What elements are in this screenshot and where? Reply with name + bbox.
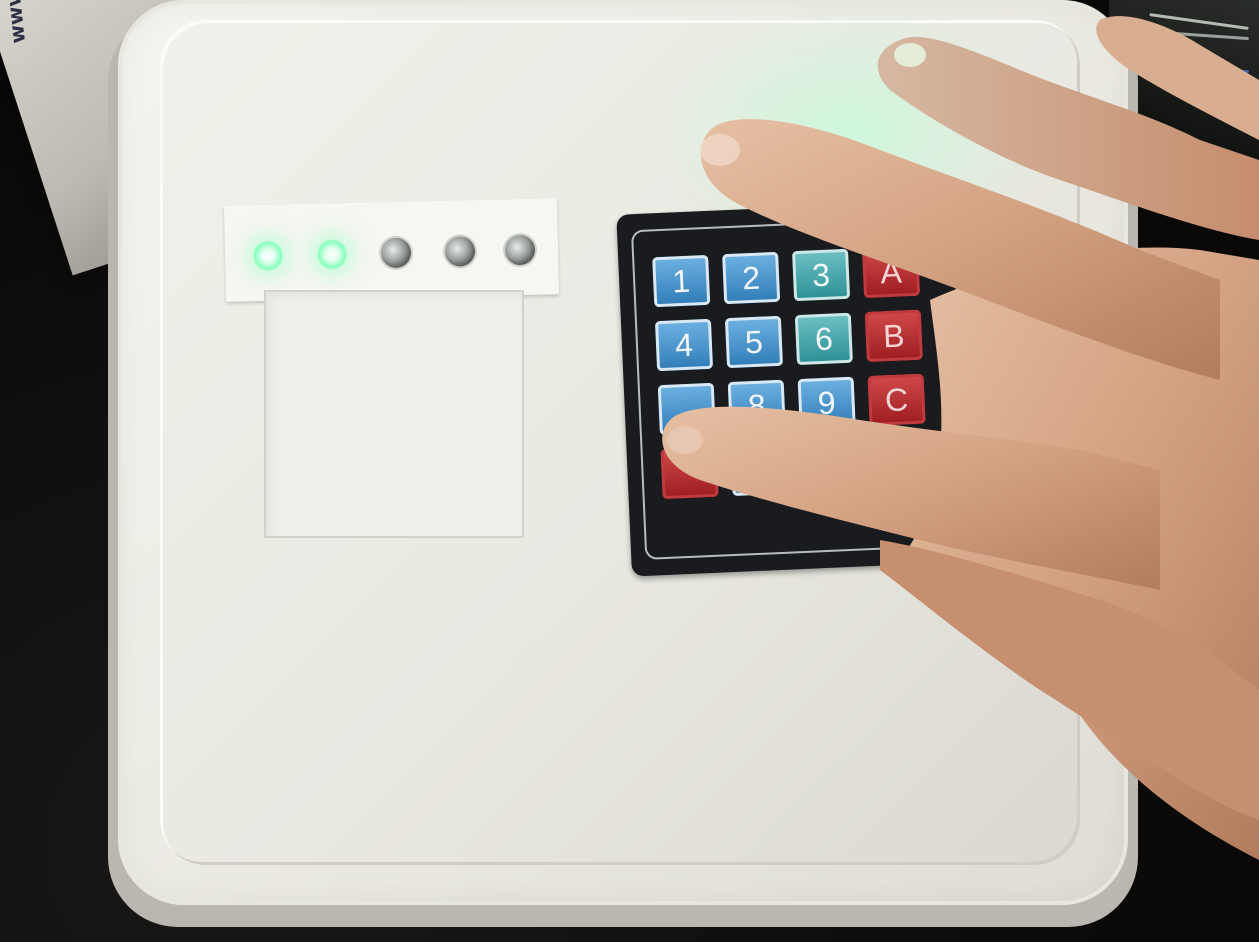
keypad-key-5[interactable]: 5 <box>724 315 784 369</box>
cardboard-url-text: www.pjrc.com/help <box>0 0 30 45</box>
keypad-key-hidden-13[interactable] <box>730 443 789 497</box>
keypad-key-hidden-14[interactable] <box>800 440 859 493</box>
led-3 <box>380 237 412 269</box>
keypad-key-C[interactable]: C <box>867 373 926 426</box>
display-window <box>264 290 524 538</box>
keypad-key-hidden-8[interactable] <box>657 382 716 436</box>
keypad-key-B[interactable]: B <box>864 309 923 363</box>
keypad-key-9[interactable]: 9 <box>797 376 856 430</box>
keypad-key-hidden-15[interactable] <box>870 437 929 490</box>
keypad-key-hidden-12[interactable] <box>660 446 719 500</box>
keypad-key-A[interactable]: A <box>861 245 921 299</box>
led-4 <box>444 236 476 267</box>
led-5 <box>504 234 536 266</box>
led-strip <box>223 198 560 302</box>
keypad-key-8[interactable]: 8 <box>727 379 786 433</box>
led-1 <box>252 240 284 272</box>
led-2 <box>316 239 348 270</box>
keypad-key-4[interactable]: 4 <box>654 318 714 372</box>
keypad-key-2[interactable]: 2 <box>722 251 781 305</box>
keypad-key-1[interactable]: 1 <box>652 254 711 308</box>
keypad-key-6[interactable]: 6 <box>794 312 853 366</box>
keypad-key-3[interactable]: 3 <box>792 248 851 302</box>
